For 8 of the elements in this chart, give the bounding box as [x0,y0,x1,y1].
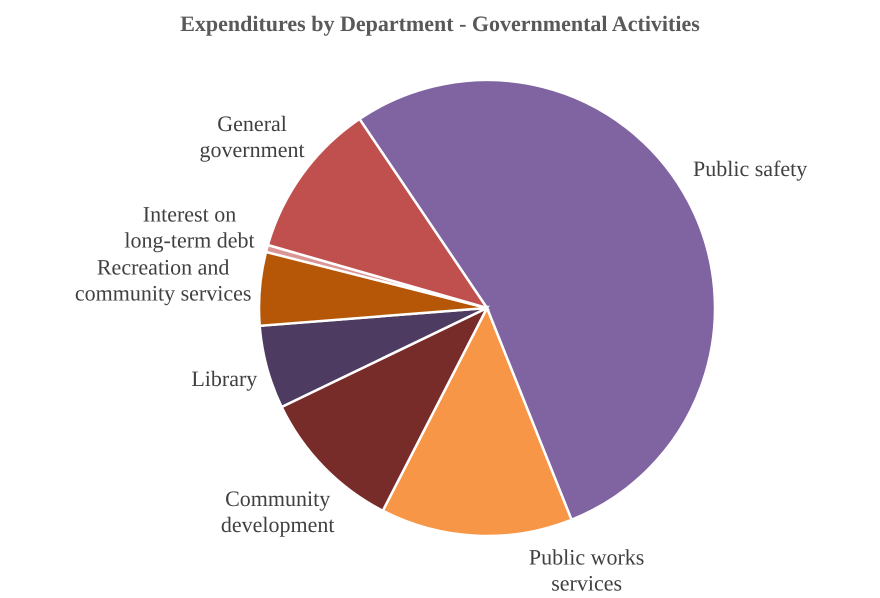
slice-label: Library [191,366,258,391]
slice-label: Community development [220,486,334,537]
slice-label: General government [200,111,305,162]
slice-label: Interest on long-term debt [124,202,255,253]
chart-title: Expenditures by Department - Governmental Activities [180,11,700,36]
slice-label: Public safety [693,156,808,181]
slice-label: Recreation and community services [74,254,252,306]
slice-label: Public works services [528,544,644,596]
